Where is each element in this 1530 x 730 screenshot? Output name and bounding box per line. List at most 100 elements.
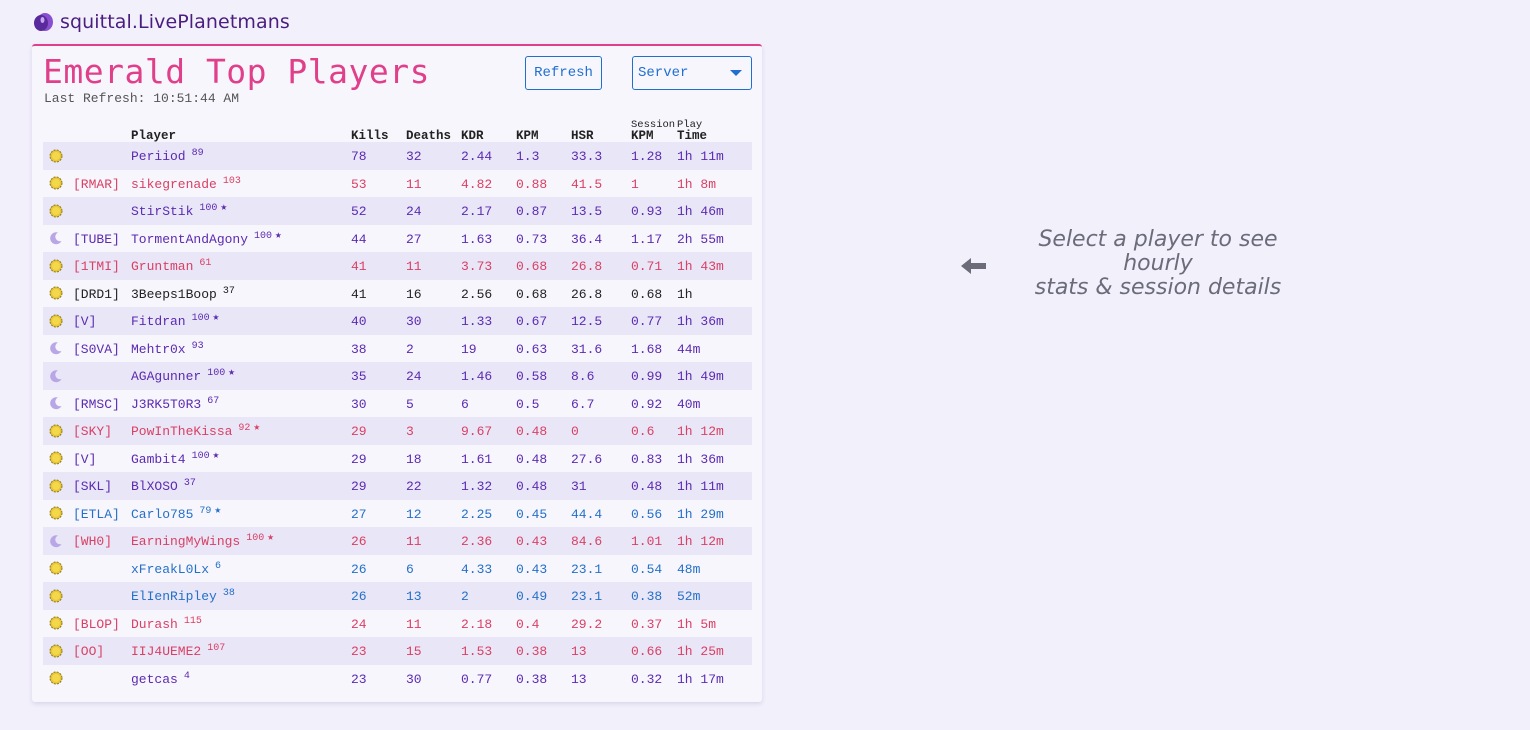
outfit-tag: [OO] <box>73 644 105 659</box>
outfit-tag: [S0VA] <box>73 341 120 357</box>
player-name: Fitdran <box>131 314 186 329</box>
cell-kills: 53 <box>351 176 367 192</box>
sun-icon <box>49 142 65 170</box>
player-name-cell[interactable]: TormentAndAgony 100 ★ <box>131 225 282 253</box>
moon-icon <box>49 225 65 253</box>
player-name-cell[interactable]: Carlo785 79 ★ <box>131 500 221 528</box>
cell-kdr: 4.82 <box>461 176 493 192</box>
col-session-kpm[interactable]: Session KPM <box>631 120 675 143</box>
col-play-time[interactable]: Play Time <box>677 119 707 143</box>
table-row[interactable]: [DRD1] 3Beeps1Boop 37 41 16 2.56 0.68 26.8 0.68 1… <box>43 280 752 308</box>
table-row[interactable]: [V] Gambit4 100 ★ 29 18 1.61 0.48 27.6 0.83 1h 36m <box>43 445 752 473</box>
player-name: EarningMyWings <box>131 534 241 549</box>
cell-skpm: 0.56 <box>631 506 663 522</box>
player-name-cell[interactable]: J3RK5T0R3 67 <box>131 390 219 418</box>
cell-kpm: 0.5 <box>516 396 540 412</box>
cell-kdr: 0.77 <box>461 671 493 687</box>
cell-time: 1h 11m <box>677 149 724 164</box>
player-name-cell[interactable]: Periiod 89 <box>131 142 204 170</box>
player-name-cell[interactable]: PowInTheKissa 92 ★ <box>131 417 260 445</box>
player-name: IIJ4UEME2 <box>131 644 202 659</box>
table-row[interactable]: [TUBE] TormentAndAgony 100 ★ 44 27 1.63 0.73 36.… <box>43 225 752 253</box>
table-row[interactable]: getcas 4 23 30 0.77 0.38 13 0.32 1h 17m <box>43 665 752 693</box>
cell-skpm: 1.68 <box>631 341 663 357</box>
col-play-label: Play <box>677 119 703 131</box>
col-deaths[interactable]: Deaths <box>406 129 452 143</box>
refresh-button[interactable]: Refresh <box>525 56 602 90</box>
player-name-cell[interactable]: 3Beeps1Boop 37 <box>131 280 235 308</box>
battle-rank: 37 <box>222 285 235 297</box>
player-name-cell[interactable]: sikegrenade 103 <box>131 170 241 198</box>
player-name-cell[interactable]: Fitdran 100 ★ <box>131 307 219 335</box>
player-name-cell[interactable]: StirStik 100 ★ <box>131 197 227 225</box>
cell-kpm: 1.3 <box>516 149 540 164</box>
table-row[interactable]: [V] Fitdran 100 ★ 40 30 1.33 0.67 12.5 0.77 1h 36m <box>43 307 752 335</box>
app-brand[interactable]: squittal.LivePlanetmans <box>32 9 290 35</box>
cell-kpm: 0.48 <box>516 424 548 439</box>
table-row[interactable]: [RMAR] sikegrenade 103 53 11 4.82 0.88 41.5 1 1h … <box>43 170 752 198</box>
table-row[interactable]: [S0VA] Mehtr0x 93 38 2 19 0.63 31.6 1.68 44m <box>43 335 752 363</box>
cell-kills: 26 <box>351 561 367 577</box>
cell-kdr: 1.46 <box>461 369 493 384</box>
table-row[interactable]: [OO] IIJ4UEME2 107 23 15 1.53 0.38 13 0.66 1h 25m <box>43 637 752 665</box>
table-row[interactable]: [ETLA] Carlo785 79 ★ 27 12 2.25 0.45 44.4 0.56 1h … <box>43 500 752 528</box>
player-name-cell[interactable]: IIJ4UEME2 107 <box>131 637 225 665</box>
cell-deaths: 11 <box>406 616 422 632</box>
cell-kdr: 2.44 <box>461 149 493 164</box>
cell-skpm: 0.48 <box>631 479 663 494</box>
cell-kdr: 1.33 <box>461 314 493 329</box>
player-name-cell[interactable]: Gambit4 100 ★ <box>131 445 219 473</box>
cell-deaths: 6 <box>406 561 414 577</box>
table-body: Periiod 89 78 32 2.44 1.3 33.3 1.28 1h 11m [RMAR]… <box>43 142 752 692</box>
col-kpm[interactable]: KPM <box>516 129 539 143</box>
col-player[interactable]: Player <box>131 129 177 143</box>
table-row[interactable]: [1TMI] Gruntman 61 41 11 3.73 0.68 26.8 0.71 1h 4… <box>43 252 752 280</box>
outfit-tag: [ETLA] <box>73 506 120 522</box>
cell-skpm: 0.38 <box>631 589 663 604</box>
col-kills[interactable]: Kills <box>351 129 389 143</box>
outfit-tag: [BLOP] <box>73 616 120 632</box>
app-logo-icon <box>34 13 53 31</box>
table-row[interactable]: ElIenRipley 38 26 13 2 0.49 23.1 0.38 52m <box>43 582 752 610</box>
cell-time: 1h 8m <box>677 176 717 192</box>
player-name-cell[interactable]: BlXOSO 37 <box>131 472 196 500</box>
player-name-cell[interactable]: Durash 115 <box>131 610 202 638</box>
cell-kills: 23 <box>351 644 367 659</box>
cell-kills: 29 <box>351 451 367 467</box>
table-row[interactable]: Periiod 89 78 32 2.44 1.3 33.3 1.28 1h 11m <box>43 142 752 170</box>
cell-skpm: 0.54 <box>631 561 663 577</box>
player-name-cell[interactable]: Gruntman 61 <box>131 252 211 280</box>
cell-kills: 40 <box>351 314 367 329</box>
col-kdr[interactable]: KDR <box>461 129 484 143</box>
cell-kills: 44 <box>351 231 367 247</box>
cell-hsr: 26.8 <box>571 259 603 274</box>
table-row[interactable]: AGAgunner 100 ★ 35 24 1.46 0.58 8.6 0.99 1h 49m <box>43 362 752 390</box>
cell-time: 40m <box>677 396 701 412</box>
table-row[interactable]: [SKY] PowInTheKissa 92 ★ 29 3 9.67 0.48 0 0.6 1h 1… <box>43 417 752 445</box>
player-name-cell[interactable]: EarningMyWings 100 ★ <box>131 527 274 555</box>
player-name-cell[interactable]: xFreakL0Lx 6 <box>131 555 221 583</box>
battle-rank: 115 <box>183 615 202 627</box>
cell-kills: 26 <box>351 589 367 604</box>
cell-skpm: 0.77 <box>631 314 663 329</box>
table-row[interactable]: [WH0] EarningMyWings 100 ★ 26 11 2.36 0.43 84.6 1… <box>43 527 752 555</box>
cell-hsr: 0 <box>571 424 579 439</box>
last-refresh-label: Last Refresh: 10:51:44 AM <box>44 91 240 106</box>
player-name-cell[interactable]: Mehtr0x 93 <box>131 335 204 363</box>
sun-icon <box>49 555 65 583</box>
table-row[interactable]: StirStik 100 ★ 52 24 2.17 0.87 13.5 0.93 1h 46m <box>43 197 752 225</box>
moon-icon <box>49 335 65 363</box>
player-name-cell[interactable]: ElIenRipley 38 <box>131 582 235 610</box>
cell-hsr: 6.7 <box>571 396 595 412</box>
table-row[interactable]: xFreakL0Lx 6 26 6 4.33 0.43 23.1 0.54 48m <box>43 555 752 583</box>
col-hsr[interactable]: HSR <box>571 129 594 143</box>
player-name-cell[interactable]: getcas 4 <box>131 665 190 693</box>
cell-time: 1h 12m <box>677 534 724 549</box>
table-row[interactable]: [BLOP] Durash 115 24 11 2.18 0.4 29.2 0.37 1h 5m <box>43 610 752 638</box>
table-row[interactable]: [SKL] BlXOSO 37 29 22 1.32 0.48 31 0.48 1h 11m <box>43 472 752 500</box>
server-select[interactable]: Server <box>632 56 752 90</box>
cell-kills: 29 <box>351 479 367 494</box>
cell-deaths: 11 <box>406 176 422 192</box>
player-name-cell[interactable]: AGAgunner 100 ★ <box>131 362 235 390</box>
table-row[interactable]: [RMSC] J3RK5T0R3 67 30 5 6 0.5 6.7 0.92 40m <box>43 390 752 418</box>
